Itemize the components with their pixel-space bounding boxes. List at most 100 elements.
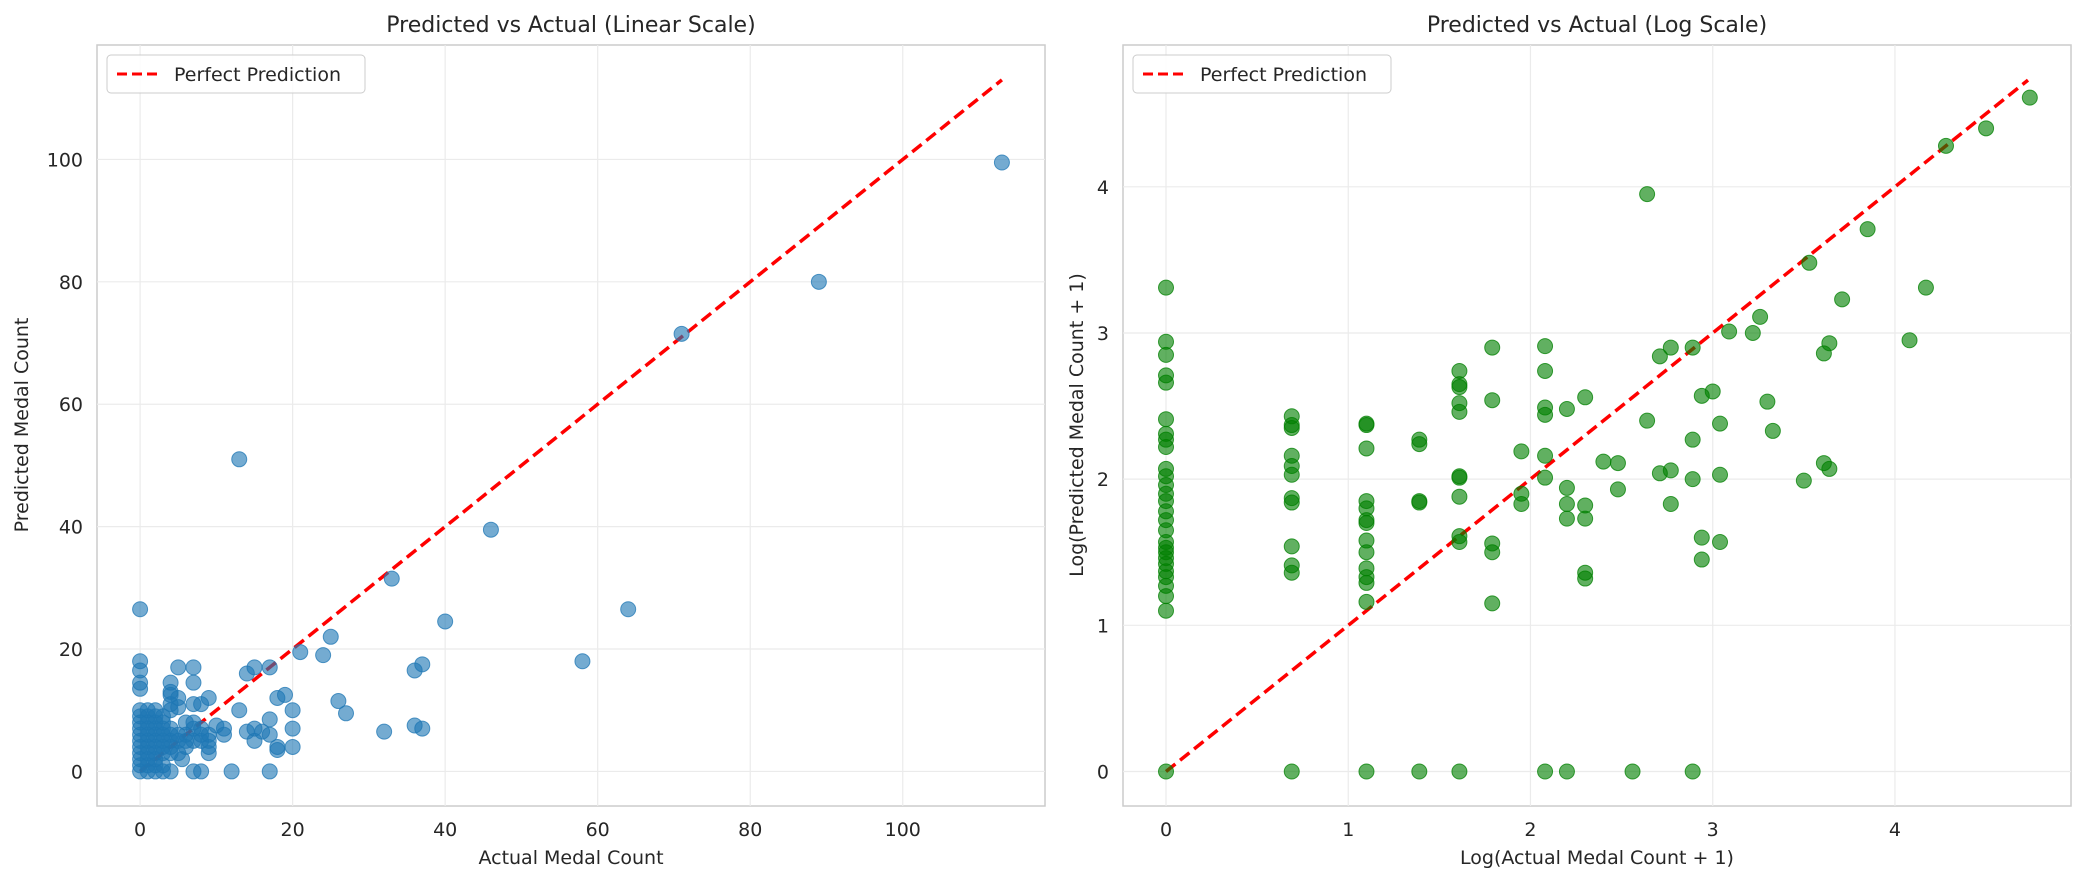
data-point xyxy=(1693,551,1710,568)
data-point xyxy=(437,613,454,630)
data-point xyxy=(246,659,263,676)
data-point xyxy=(1537,362,1554,379)
data-point xyxy=(185,659,202,676)
data-point xyxy=(1801,254,1818,271)
perfect-prediction-line xyxy=(1164,78,2030,773)
data-point xyxy=(1577,389,1594,406)
data-point xyxy=(1358,560,1375,577)
x-tick-labels: 0 1 2 3 4 xyxy=(1160,819,1901,841)
data-point xyxy=(1937,137,1954,154)
data-point xyxy=(1283,408,1300,425)
x-tick-label: 4 xyxy=(1889,819,1901,841)
x-tick-label: 40 xyxy=(433,819,457,841)
data-point xyxy=(269,738,286,755)
data-point xyxy=(1451,395,1468,412)
data-point xyxy=(1684,431,1701,448)
x-tick-label: 2 xyxy=(1524,819,1536,841)
data-point xyxy=(1651,348,1668,365)
x-tick-label: 3 xyxy=(1707,819,1719,841)
data-point xyxy=(1537,447,1554,464)
y-axis-label: Predicted Medal Count xyxy=(11,318,33,533)
data-point xyxy=(284,738,301,755)
data-point xyxy=(1358,532,1375,549)
data-point xyxy=(1358,415,1375,432)
data-point xyxy=(1283,763,1300,780)
data-point xyxy=(993,154,1010,171)
data-point xyxy=(1821,335,1838,352)
data-point xyxy=(330,693,347,710)
data-point xyxy=(132,653,149,670)
x-axis-label: Log(Actual Medal Count + 1) xyxy=(1460,847,1734,869)
data-point xyxy=(1558,495,1575,512)
data-point xyxy=(231,451,248,468)
data-point xyxy=(1558,479,1575,496)
x-axis-label: Actual Medal Count xyxy=(478,847,663,869)
data-point xyxy=(1693,529,1710,546)
y-tick-label: 80 xyxy=(59,272,83,294)
y-tick-label: 2 xyxy=(1097,469,1109,491)
legend-box xyxy=(106,54,366,94)
perfect-prediction-line-path xyxy=(138,78,1004,773)
log-scale-panel: 0 1 2 3 4 0 1 2 3 4 Predicted vs Actual (Log Sca… xyxy=(1066,13,2072,869)
y-tick-labels: 0 20 40 60 80 100 xyxy=(47,149,83,783)
data-point xyxy=(1358,763,1375,780)
data-point xyxy=(170,689,187,706)
data-point xyxy=(1358,593,1375,610)
data-point xyxy=(1684,471,1701,488)
data-point xyxy=(1158,425,1175,442)
data-point xyxy=(1712,466,1729,483)
data-point xyxy=(1795,472,1812,489)
data-point xyxy=(383,570,400,587)
data-point xyxy=(376,723,393,740)
x-tick-label: 20 xyxy=(281,819,305,841)
data-point xyxy=(482,521,499,538)
data-point xyxy=(2021,89,2038,106)
perfect-prediction-line-path xyxy=(1164,78,2030,773)
data-point xyxy=(200,689,217,706)
data-point xyxy=(1451,488,1468,505)
data-point xyxy=(1537,399,1554,416)
data-point xyxy=(1537,469,1554,486)
data-point xyxy=(1624,763,1641,780)
data-point xyxy=(1759,393,1776,410)
y-tick-label: 0 xyxy=(71,761,83,783)
data-point xyxy=(1537,763,1554,780)
data-point xyxy=(1704,383,1721,400)
data-point xyxy=(261,659,278,676)
x-tick-label: 100 xyxy=(885,819,921,841)
data-point xyxy=(1712,415,1729,432)
data-point xyxy=(1451,362,1468,379)
data-point xyxy=(215,720,232,737)
data-point xyxy=(1158,367,1175,384)
data-point xyxy=(1158,333,1175,350)
grid xyxy=(97,45,1045,806)
data-point xyxy=(1639,186,1656,203)
y-tick-label: 60 xyxy=(59,394,83,416)
data-point xyxy=(1901,332,1918,349)
data-point xyxy=(1712,534,1729,551)
data-point xyxy=(810,273,827,290)
y-tick-labels: 0 1 2 3 4 xyxy=(1097,177,1109,784)
data-point xyxy=(1609,481,1626,498)
data-point xyxy=(261,711,278,728)
data-point xyxy=(1821,460,1838,477)
data-point xyxy=(1639,412,1656,429)
perfect-prediction-line xyxy=(138,78,1004,773)
grid xyxy=(1123,45,2071,806)
data-point xyxy=(414,656,431,673)
y-tick-label: 0 xyxy=(1097,762,1109,784)
data-point xyxy=(1834,291,1851,308)
data-point xyxy=(162,763,179,780)
data-point xyxy=(1577,564,1594,581)
legend-box xyxy=(1132,54,1392,94)
data-point xyxy=(1558,763,1575,780)
data-point xyxy=(1358,493,1375,510)
data-point xyxy=(1684,763,1701,780)
x-tick-label: 0 xyxy=(134,819,146,841)
data-point xyxy=(1764,422,1781,439)
y-tick-label: 1 xyxy=(1097,615,1109,637)
x-tick-label: 80 xyxy=(738,819,762,841)
data-point xyxy=(338,705,355,722)
y-tick-label: 3 xyxy=(1097,323,1109,345)
